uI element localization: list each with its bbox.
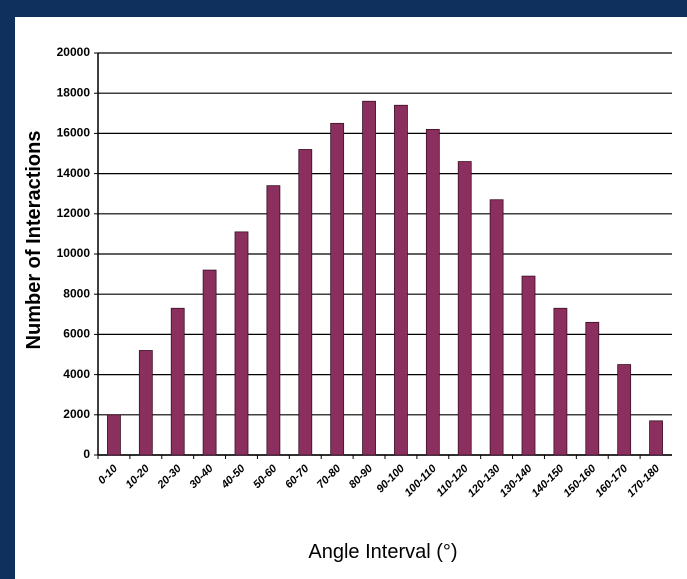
- bar: [394, 104, 408, 456]
- y-tick-label: 10000: [57, 246, 91, 260]
- x-tick-label: 150-160: [561, 462, 599, 500]
- bar: [170, 307, 185, 456]
- bar: [266, 185, 281, 456]
- y-tick-label: 14000: [57, 166, 91, 180]
- x-tick-label: 70-80: [315, 462, 344, 491]
- x-tick-label: 110-120: [434, 462, 471, 499]
- bar: [457, 161, 472, 456]
- y-axis-title: Number of Interactions: [23, 131, 45, 350]
- x-tick-label: 0-10: [96, 462, 121, 487]
- bar: [649, 420, 663, 456]
- y-tick-label: 4000: [63, 367, 90, 381]
- bar: [425, 128, 440, 456]
- x-tick-label: 170-180: [625, 462, 663, 500]
- bar: [234, 231, 249, 456]
- x-tick-label: 80-90: [347, 462, 376, 491]
- x-tick-label: 120-130: [466, 462, 504, 500]
- y-tick-label: 8000: [63, 286, 90, 300]
- x-tick-label: 100-110: [402, 462, 439, 499]
- x-tick-label: 10-20: [124, 462, 153, 491]
- bar: [362, 100, 376, 456]
- bar: [138, 350, 153, 456]
- bar: [553, 307, 568, 456]
- bar: [202, 269, 217, 456]
- bar: [585, 321, 600, 456]
- y-tick-label: 2000: [63, 407, 90, 421]
- bar: [107, 414, 121, 456]
- y-tick-label: 18000: [57, 85, 91, 99]
- x-tick-label: 60-70: [283, 462, 312, 491]
- x-tick-label: 40-50: [219, 462, 249, 492]
- x-tick-label: 160-170: [593, 462, 631, 500]
- bar: [489, 199, 504, 456]
- y-tick-label: 16000: [57, 126, 91, 140]
- y-tick-label: 6000: [63, 327, 90, 341]
- bar: [330, 122, 345, 456]
- x-tick-label: 50-60: [251, 462, 280, 491]
- y-tick-label: 20000: [57, 45, 91, 59]
- x-tick-label: 20-30: [155, 462, 185, 492]
- x-tick-label: 140-150: [529, 462, 567, 500]
- y-tick-label: 12000: [57, 206, 91, 220]
- y-tick-label: 0: [83, 447, 90, 461]
- x-axis-title: Angle Interval (°): [308, 541, 457, 563]
- x-tick-label: 130-140: [498, 462, 536, 500]
- bar: [298, 149, 313, 456]
- x-tick-label: 30-40: [187, 462, 216, 491]
- bar: [617, 364, 632, 456]
- bar: [521, 275, 536, 456]
